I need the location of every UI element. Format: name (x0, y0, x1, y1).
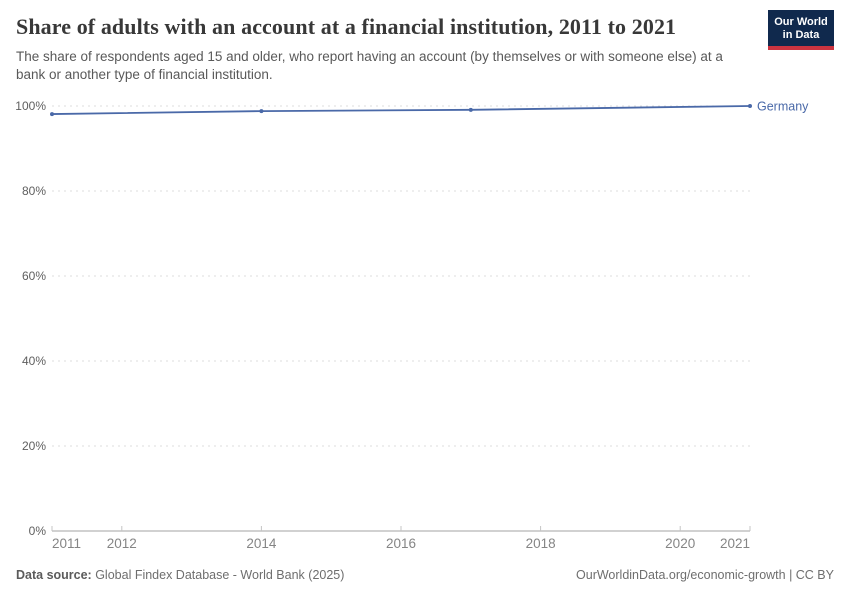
chart-subtitle: The share of respondents aged 15 and old… (16, 49, 723, 82)
y-axis-tick-label: 20% (22, 439, 46, 453)
x-axis-tick-label: 2014 (246, 536, 277, 551)
chart-title: Share of adults with an account at a fin… (16, 14, 677, 39)
series-line-germany (51, 105, 751, 115)
data-point (468, 107, 473, 112)
data-source-label: Data source: (16, 568, 92, 582)
series-label-germany: Germany (757, 99, 809, 113)
x-axis-tick-label: 2012 (107, 536, 137, 551)
data-source: Data source: Global Findex Database - Wo… (16, 568, 344, 582)
owid-logo-line1: Our World (774, 16, 828, 28)
y-axis-tick-label: 80% (22, 184, 46, 198)
chart-header: Share of adults with an account at a fin… (16, 10, 834, 84)
attribution: OurWorldinData.org/economic-growth | CC … (576, 568, 834, 582)
owid-logo-line2: in Data (782, 29, 820, 41)
x-axis-tick-label: 2011 (52, 536, 81, 551)
data-point (50, 112, 54, 117)
data-point (259, 109, 264, 114)
y-axis-tick-label: 60% (22, 269, 46, 283)
x-axis-tick-label: 2016 (386, 536, 416, 551)
x-axis-tick-label: 2018 (526, 536, 556, 551)
x-axis-tick-label: 2020 (665, 536, 695, 551)
y-axis-tick-label: 0% (29, 524, 47, 538)
data-source-value: Global Findex Database - World Bank (202… (91, 568, 345, 582)
owid-logo: Our World in Data (768, 10, 834, 50)
x-axis-tick-label: 2021 (720, 536, 750, 551)
y-axis-tick-label: 100% (15, 99, 46, 113)
chart-footer: Data source: Global Findex Database - Wo… (16, 568, 834, 582)
y-axis-tick-label: 40% (22, 354, 46, 368)
data-point (748, 104, 752, 108)
